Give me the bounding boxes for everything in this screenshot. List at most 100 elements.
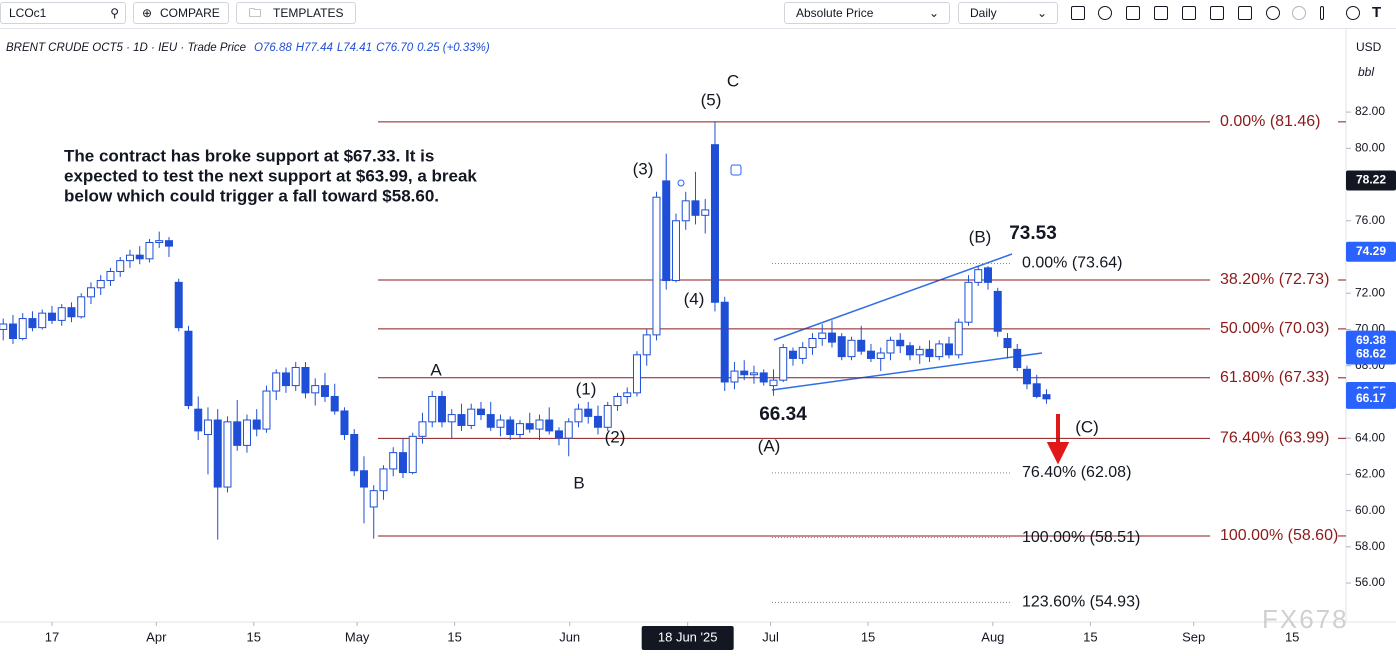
wave-label: (1) bbox=[576, 379, 597, 398]
candle-body bbox=[291, 366, 300, 387]
candle-body bbox=[0, 323, 8, 330]
plot: 56.0058.0060.0062.0064.0066.0068.0070.00… bbox=[0, 71, 1396, 650]
zoom-in[interactable] bbox=[1266, 6, 1280, 20]
candle-body bbox=[135, 254, 144, 260]
candle-body bbox=[993, 290, 1002, 332]
candle-body bbox=[506, 419, 515, 436]
wave-label: (B) bbox=[969, 227, 992, 246]
candle-body bbox=[1003, 338, 1012, 349]
candle-body bbox=[145, 241, 154, 260]
candle-body bbox=[398, 452, 407, 474]
candle-body bbox=[584, 408, 593, 417]
tool-icon[interactable] bbox=[1182, 6, 1196, 20]
candle-body bbox=[525, 423, 534, 430]
y-tick-label: 56.00 bbox=[1355, 575, 1385, 589]
symbol: LCOc1 bbox=[9, 6, 47, 20]
candle-body bbox=[691, 200, 700, 216]
y-tick-label: 82.00 bbox=[1355, 104, 1385, 118]
candle-body bbox=[96, 280, 105, 289]
candle-body bbox=[242, 419, 251, 446]
tool-icon[interactable] bbox=[1098, 6, 1112, 20]
projection-label: 76.40% (62.08) bbox=[1022, 464, 1131, 481]
candle-body bbox=[8, 323, 17, 340]
candle-body bbox=[642, 334, 651, 356]
candle-body bbox=[779, 347, 788, 381]
fib-label: 76.40% (63.99) bbox=[1220, 430, 1329, 447]
y-tick-label: 58.00 bbox=[1355, 539, 1385, 553]
interval-select[interactable]: Daily ⌄ bbox=[958, 2, 1058, 24]
price-badge-label: 68.62 bbox=[1356, 347, 1386, 361]
candle-body bbox=[603, 405, 612, 428]
candle-body bbox=[437, 395, 446, 423]
candle-body bbox=[106, 270, 115, 282]
tool-icon[interactable] bbox=[1210, 6, 1224, 20]
comment-line: below which could trigger a fall toward … bbox=[64, 186, 439, 205]
candle-body bbox=[330, 395, 339, 412]
candle-body bbox=[730, 370, 739, 383]
candle-body bbox=[28, 318, 37, 329]
x-tick-label: 15 bbox=[861, 629, 875, 644]
wave-label: 66.34 bbox=[759, 404, 807, 425]
price-mode-select[interactable]: Absolute Price ⌄ bbox=[784, 2, 950, 24]
folder-icon: 🗀 bbox=[249, 6, 262, 20]
symbol-name: BRENT CRUDE OCT5 · 1D · IEU · Trade Pric… bbox=[6, 42, 246, 54]
candle-body bbox=[1013, 348, 1022, 368]
trendline bbox=[773, 253, 1013, 341]
settings[interactable] bbox=[1346, 6, 1360, 20]
tool-icon[interactable] bbox=[1071, 6, 1085, 20]
zoom-out[interactable] bbox=[1292, 6, 1306, 20]
more[interactable] bbox=[1320, 6, 1324, 20]
candle-body bbox=[252, 419, 261, 430]
candle-body bbox=[515, 423, 524, 436]
x-tick-label: Jul bbox=[762, 629, 779, 644]
wave-label: 73.53 bbox=[1009, 223, 1057, 244]
low: L74.41 bbox=[337, 42, 372, 54]
candle-body bbox=[749, 372, 758, 376]
unit[interactable]: bbl bbox=[1358, 65, 1374, 79]
candle-body bbox=[574, 408, 583, 423]
comment-line: The contract has broke support at $67.33… bbox=[64, 146, 434, 165]
candle-body bbox=[389, 452, 398, 470]
candle-body bbox=[915, 348, 924, 356]
candle-body bbox=[593, 415, 602, 428]
candle-body bbox=[223, 421, 232, 488]
watermark: FX678 bbox=[1262, 604, 1349, 634]
wave-label: B bbox=[573, 473, 584, 492]
projection-label: 0.00% (73.64) bbox=[1022, 255, 1123, 272]
candle-body bbox=[866, 350, 875, 359]
wave-label: C bbox=[727, 71, 739, 90]
templates-label: TEMPLATES bbox=[273, 6, 344, 20]
x-tick-label: 17 bbox=[45, 629, 59, 644]
open: O76.88 bbox=[254, 42, 292, 54]
x-tick-highlight bbox=[641, 626, 734, 650]
legend-line: BRENT CRUDE OCT5 · 1D · IEU · Trade Pric… bbox=[6, 42, 490, 54]
fib-label: 100.00% (58.60) bbox=[1220, 527, 1338, 544]
candle-body bbox=[272, 372, 281, 392]
tool-icon[interactable] bbox=[1126, 6, 1140, 20]
candle-body bbox=[359, 470, 368, 488]
tool-icon[interactable] bbox=[1238, 6, 1252, 20]
compare-button[interactable]: ⊕ COMPARE bbox=[133, 2, 229, 24]
candle-body bbox=[116, 260, 125, 272]
candle-body bbox=[545, 419, 554, 432]
currency[interactable]: USD bbox=[1356, 40, 1382, 54]
candle-body bbox=[788, 350, 797, 359]
candle-body bbox=[350, 434, 359, 472]
y-tick-label: 64.00 bbox=[1355, 430, 1385, 444]
candle-body bbox=[457, 414, 466, 426]
symbol-search[interactable]: LCOc1 ⚲ bbox=[0, 2, 126, 24]
price-badge-label: 74.29 bbox=[1356, 244, 1386, 258]
candle-body bbox=[896, 339, 905, 347]
price-badge-label: 69.38 bbox=[1356, 333, 1386, 347]
x-tick-label: Apr bbox=[146, 629, 167, 644]
templates-button[interactable]: 🗀 TEMPLATES bbox=[236, 2, 356, 24]
candle-body bbox=[1042, 394, 1051, 400]
candle-body bbox=[632, 354, 641, 394]
candle-body bbox=[720, 301, 729, 383]
x-tick-label: 18 Jun '25 bbox=[658, 629, 718, 644]
candle-body bbox=[983, 267, 992, 283]
wave-label: (4) bbox=[684, 289, 705, 308]
tool-icon[interactable] bbox=[1154, 6, 1168, 20]
candle-body bbox=[974, 269, 983, 283]
